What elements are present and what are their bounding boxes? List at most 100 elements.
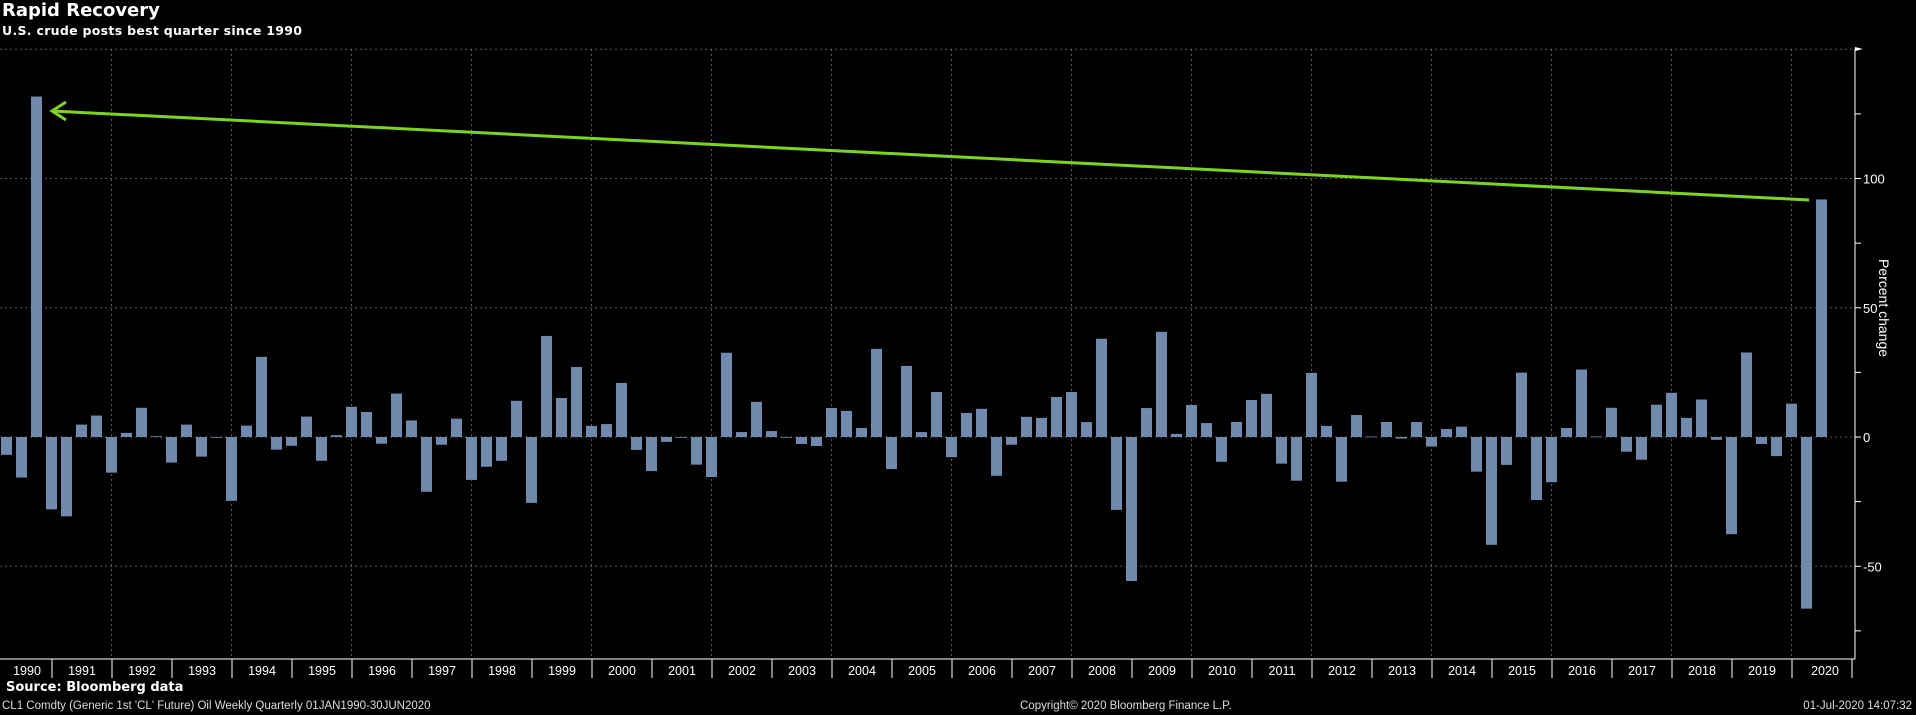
- bar: [1456, 426, 1467, 437]
- bar: [1036, 417, 1047, 437]
- bar: [406, 420, 417, 437]
- bar: [1096, 338, 1107, 437]
- bar: [1801, 437, 1812, 609]
- gridlines: [0, 48, 1855, 659]
- bar: [1621, 437, 1632, 452]
- bar: [676, 437, 687, 438]
- bar: [511, 400, 522, 437]
- copyright: Copyright© 2020 Bloomberg Finance L.P.: [1020, 700, 1232, 712]
- x-tick-label: 1997: [428, 664, 456, 678]
- bar: [1756, 437, 1767, 444]
- x-tick-label: 2005: [908, 664, 936, 678]
- bar: [901, 365, 912, 437]
- bar: [856, 427, 867, 437]
- bar: [766, 431, 777, 437]
- bar: [1261, 393, 1272, 437]
- bar: [1141, 408, 1152, 437]
- y-tick-label: 0: [1863, 430, 1870, 445]
- bar: [91, 415, 102, 437]
- bar: [421, 437, 432, 492]
- bar: [256, 356, 267, 437]
- bar: [1726, 437, 1737, 535]
- bar: [751, 401, 762, 437]
- x-tick-label: 2004: [848, 664, 876, 678]
- bar: [1171, 433, 1182, 437]
- bar: [946, 437, 957, 458]
- bar: [1351, 415, 1362, 437]
- bar: [961, 412, 972, 437]
- x-tick-label: 2014: [1448, 664, 1476, 678]
- bar: [1516, 372, 1527, 437]
- bar: [1021, 416, 1032, 437]
- y-tick-label: 50: [1863, 301, 1877, 316]
- bar: [841, 410, 852, 437]
- bar: [1006, 437, 1017, 445]
- x-tick-label: 1996: [368, 664, 396, 678]
- bar: [391, 393, 402, 437]
- x-tick-label: 2000: [608, 664, 636, 678]
- bar: [1786, 403, 1797, 437]
- bar: [136, 407, 147, 437]
- bar: [976, 408, 987, 437]
- bar: [196, 437, 207, 457]
- bar: [811, 437, 822, 447]
- bar: [211, 437, 222, 438]
- bar: [646, 437, 657, 472]
- x-tick-label: 1993: [188, 664, 216, 678]
- source-note: Source: Bloomberg data: [6, 680, 184, 695]
- bar: [826, 408, 837, 437]
- x-tick-label: 2002: [728, 664, 756, 678]
- bar: [1666, 392, 1677, 437]
- y-tick-label: 100: [1863, 172, 1885, 187]
- y-axis-label: Percent change: [1876, 258, 1892, 358]
- bar: [1, 437, 12, 455]
- bar: [1051, 396, 1062, 437]
- x-tick-label: 2008: [1088, 664, 1116, 678]
- bar: [166, 437, 177, 463]
- bar: [1426, 437, 1437, 447]
- bar: [796, 437, 807, 444]
- bar: [1486, 437, 1497, 545]
- bar: [781, 437, 792, 438]
- bar: [106, 437, 117, 473]
- bar: [1276, 437, 1287, 464]
- arrow-head: [49, 100, 67, 122]
- bar: [361, 411, 372, 437]
- timestamp: 01-Jul-2020 14:07:32: [1803, 700, 1912, 712]
- bar: [1591, 436, 1602, 438]
- bar: [1216, 437, 1227, 462]
- bar: [1321, 425, 1332, 437]
- bar: [871, 348, 882, 437]
- x-tick-label: 2006: [968, 664, 996, 678]
- bar: [1366, 436, 1377, 438]
- security-description: CL1 Comdty (Generic 1st 'CL' Future) Oil…: [2, 700, 431, 712]
- bar: [286, 437, 297, 446]
- x-tick-label: 1995: [308, 664, 336, 678]
- bar: [1156, 331, 1167, 437]
- bar: [1576, 369, 1587, 437]
- y-tick-label: -50: [1863, 559, 1882, 574]
- bar: [991, 437, 1002, 476]
- x-tick-label: 2012: [1328, 664, 1356, 678]
- x-tick-label: 1992: [128, 664, 156, 678]
- bar: [721, 352, 732, 437]
- bar: [1441, 428, 1452, 437]
- bar: [1201, 423, 1212, 437]
- x-tick-label: 2015: [1508, 664, 1536, 678]
- bar: [346, 406, 357, 437]
- bar: [316, 437, 327, 461]
- bar: [586, 425, 597, 437]
- bar: [1471, 437, 1482, 472]
- x-tick-label: 1999: [548, 664, 576, 678]
- axes: 100 50 0 -50 1990 1991 1992 1993 1994 1995 1996 199…: [0, 47, 1885, 678]
- bar: [1741, 352, 1752, 437]
- bar: [616, 382, 627, 437]
- x-tick-label: 2007: [1028, 664, 1056, 678]
- bar: [121, 432, 132, 437]
- bar: [1546, 437, 1557, 483]
- bar: [226, 437, 237, 501]
- bar: [271, 437, 282, 450]
- x-tick-label: 2017: [1628, 664, 1656, 678]
- bar: [466, 437, 477, 480]
